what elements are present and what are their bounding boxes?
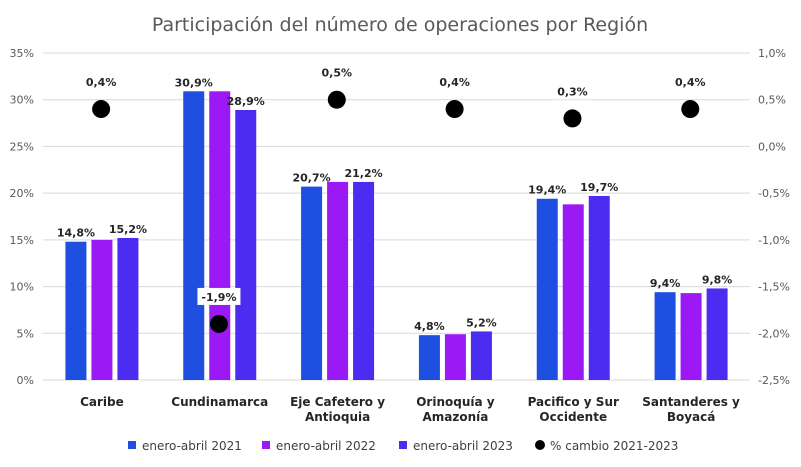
bar <box>117 237 139 380</box>
bars <box>65 91 728 381</box>
change-data-label: 0,5% <box>322 67 353 80</box>
bar <box>470 331 492 380</box>
bar <box>536 198 558 380</box>
bar-data-label: 20,7% <box>292 172 330 185</box>
category-label: Antioquia <box>305 410 370 424</box>
bar-data-label: 9,8% <box>702 273 733 286</box>
change-dot <box>209 314 228 333</box>
right-tick-label: 0,0% <box>758 140 786 153</box>
change-label-bg <box>83 73 120 91</box>
bar <box>183 91 205 380</box>
bar <box>680 293 702 380</box>
change-dot <box>327 90 346 109</box>
left-tick-label: 35% <box>10 47 34 60</box>
change-dot <box>92 100 111 119</box>
bar <box>444 334 466 380</box>
category-label: Orinoquía y <box>416 395 495 409</box>
bar <box>327 181 349 380</box>
bar <box>562 204 584 380</box>
bar-data-label: 19,4% <box>528 184 566 197</box>
left-tick-label: 10% <box>10 281 34 294</box>
right-tick-label: -1,5% <box>758 281 790 294</box>
change-data-label: -1,9% <box>201 291 236 304</box>
right-tick-label: -2,5% <box>758 374 790 387</box>
legend-swatch <box>128 441 136 449</box>
change-label-bg <box>197 287 241 305</box>
legend-swatch <box>399 441 407 449</box>
bar <box>301 186 323 380</box>
category-label: Boyacá <box>667 410 716 424</box>
legend-marker <box>535 440 545 450</box>
change-label-bg <box>672 73 709 91</box>
left-tick-label: 15% <box>10 234 34 247</box>
change-label-bg <box>436 73 473 91</box>
bar-data-label: 28,9% <box>227 95 265 108</box>
bar <box>235 109 257 381</box>
right-tick-label: 1,0% <box>758 47 786 60</box>
bar-data-label: 21,2% <box>344 167 382 180</box>
bar <box>706 288 728 380</box>
category-label: Santanderes y <box>642 395 740 409</box>
bar-data-label: 19,7% <box>580 181 618 194</box>
bar <box>418 335 440 380</box>
bar-data-label: 4,8% <box>414 320 445 333</box>
legend: enero-abril 2021 enero-abril 2022 enero-ab… <box>128 439 678 453</box>
change-dot <box>445 100 464 119</box>
change-dots: 0,4% -1,9% 0,5% 0,4% 0,3% 0,4% <box>83 63 709 333</box>
left-y-axis: 0% 5% 10% 15% 20% 25% 30% 35% <box>10 47 34 387</box>
left-tick-label: 5% <box>17 327 34 340</box>
legend-label: % cambio 2021-2023 <box>550 439 678 453</box>
right-y-axis: -2,5% -2,0% -1,5% -1,0% -0,5% 0,0% 0,5% 1,0% <box>758 47 790 387</box>
bar-data-labels: 14,8% 15,2% 30,9% 28,9% 20,7% 21,2% 4,8% 5,2% 19… <box>57 76 733 333</box>
category-label: Caribe <box>80 395 124 409</box>
right-tick-label: 0,5% <box>758 94 786 107</box>
category-label: Occidente <box>539 410 607 424</box>
bar <box>353 181 375 380</box>
change-data-label: 0,4% <box>675 76 706 89</box>
change-data-label: 0,4% <box>86 76 117 89</box>
legend-label: enero-abril 2022 <box>276 439 376 453</box>
change-data-label: 0,3% <box>557 85 588 98</box>
right-tick-label: -0,5% <box>758 187 790 200</box>
left-tick-label: 30% <box>10 94 34 107</box>
category-label: Pacifico y Sur <box>528 395 619 409</box>
category-label: Eje Cafetero y <box>290 395 385 409</box>
chart-title: Participación del número de operaciones … <box>152 14 648 36</box>
bar-data-label: 30,9% <box>175 76 213 89</box>
bar-data-label: 15,2% <box>109 223 147 236</box>
change-label-bg <box>554 82 591 100</box>
category-label: Cundinamarca <box>171 395 268 409</box>
left-tick-label: 0% <box>17 374 34 387</box>
bar <box>654 292 676 380</box>
bar <box>91 239 113 380</box>
change-data-label: 0,4% <box>439 76 470 89</box>
bar <box>65 241 87 380</box>
bar-data-label: 5,2% <box>466 316 497 329</box>
legend-swatch <box>262 441 270 449</box>
category-label: Amazonía <box>422 410 488 424</box>
change-dot <box>563 109 582 128</box>
legend-label: enero-abril 2021 <box>142 439 242 453</box>
right-tick-label: -1,0% <box>758 234 790 247</box>
grid-lines <box>43 52 750 381</box>
bar-data-label: 14,8% <box>57 227 95 240</box>
bar-data-label: 9,4% <box>650 277 681 290</box>
category-labels: Caribe Cundinamarca Eje Cafetero yAntioqui… <box>80 395 740 424</box>
bar <box>209 91 231 380</box>
left-tick-label: 20% <box>10 187 34 200</box>
change-label-bg <box>318 63 355 81</box>
right-tick-label: -2,0% <box>758 327 790 340</box>
legend-label: enero-abril 2023 <box>413 439 513 453</box>
bar <box>588 195 610 380</box>
left-tick-label: 25% <box>10 140 34 153</box>
change-dot <box>681 100 700 119</box>
